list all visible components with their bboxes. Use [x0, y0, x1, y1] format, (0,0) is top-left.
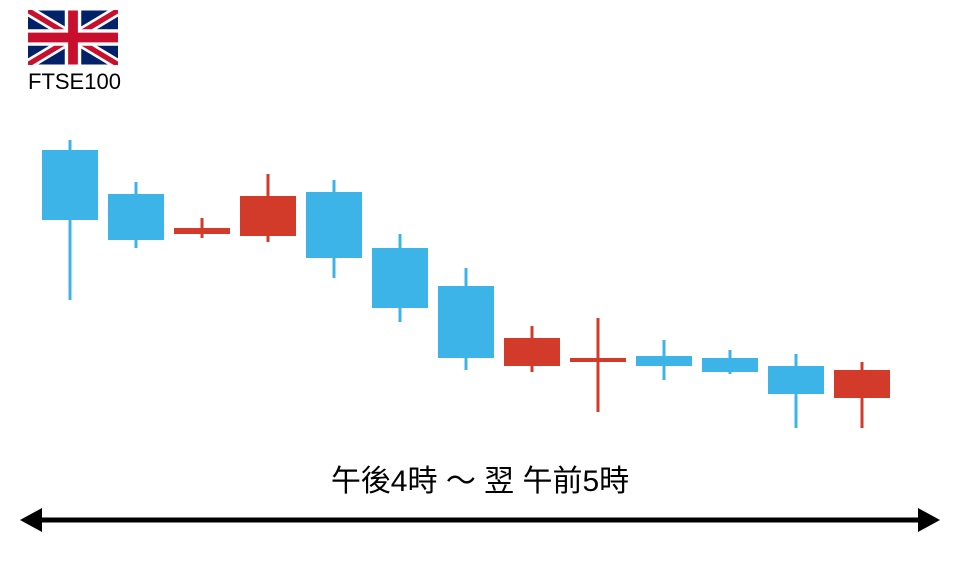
- candle-wick: [597, 318, 600, 412]
- candle-body: [438, 286, 494, 358]
- candlestick-chart: [20, 140, 940, 460]
- candle-9: [636, 140, 692, 460]
- chart-header: FTSE100: [28, 10, 121, 95]
- candle-7: [504, 140, 560, 460]
- candle-11: [768, 140, 824, 460]
- candle-12: [834, 140, 890, 460]
- candle-body: [768, 366, 824, 394]
- candle-3: [240, 140, 296, 460]
- candle-body: [108, 194, 164, 240]
- candle-10: [702, 140, 758, 460]
- candle-5: [372, 140, 428, 460]
- candle-1: [108, 140, 164, 460]
- candle-body: [834, 370, 890, 398]
- candle-body: [306, 192, 362, 258]
- candle-4: [306, 140, 362, 460]
- candle-0: [42, 140, 98, 460]
- candle-body: [570, 358, 626, 362]
- candle-body: [42, 150, 98, 220]
- candle-body: [636, 356, 692, 366]
- index-name: FTSE100: [28, 69, 121, 95]
- uk-flag-icon: [28, 10, 118, 65]
- candle-body: [372, 248, 428, 308]
- candle-body: [174, 228, 230, 234]
- candle-body: [240, 196, 296, 236]
- timeline-label: 午後4時 ～ 翌 午前5時: [20, 456, 940, 500]
- candle-body: [504, 338, 560, 366]
- timeline: 午後4時 ～ 翌 午前5時: [20, 456, 940, 532]
- timeline-arrow: [20, 508, 940, 532]
- candle-body: [702, 358, 758, 372]
- candle-6: [438, 140, 494, 460]
- candle-2: [174, 140, 230, 460]
- candle-8: [570, 140, 626, 460]
